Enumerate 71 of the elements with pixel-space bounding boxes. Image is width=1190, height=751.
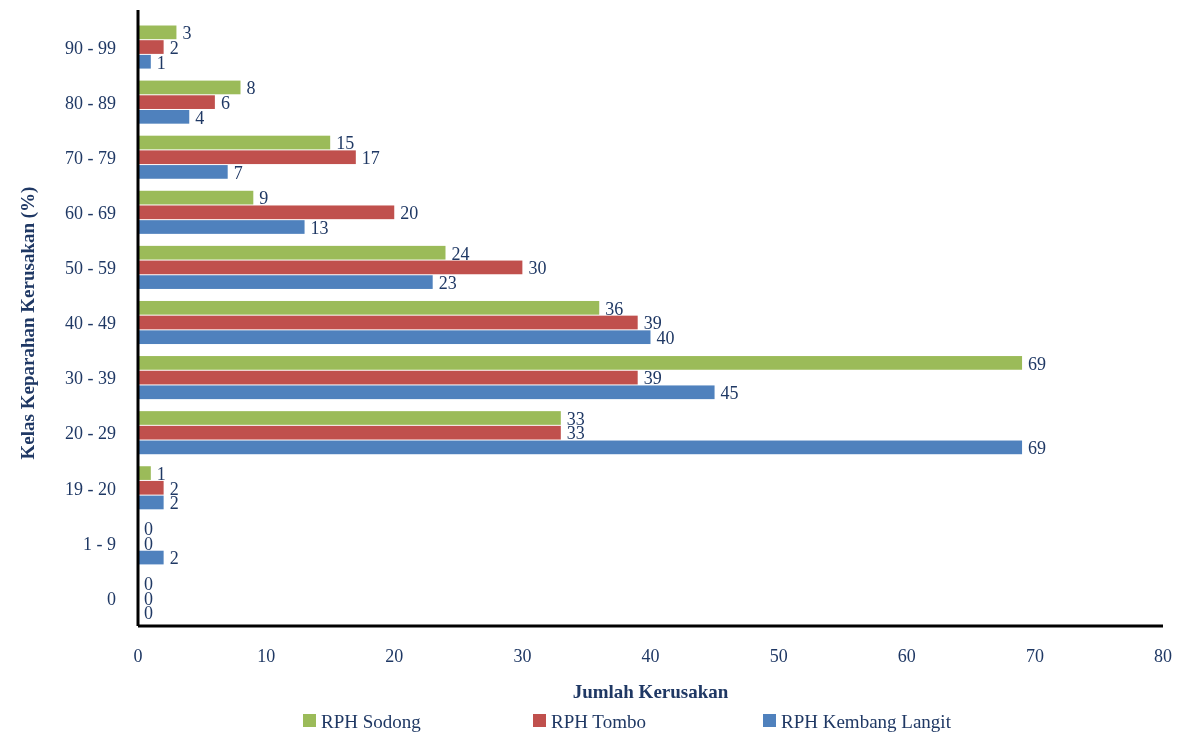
- data-label: 2: [169, 548, 179, 569]
- x-tick-label: 70: [1025, 646, 1044, 666]
- data-label: 7: [233, 162, 243, 183]
- bar: [138, 480, 164, 495]
- bar: [138, 370, 638, 385]
- y-tick-label: 90 - 99: [65, 37, 116, 58]
- legend-label: RPH Sodong: [321, 710, 422, 732]
- data-label: 36: [605, 298, 624, 319]
- x-tick-label: 40: [641, 646, 660, 666]
- data-label: 1: [156, 52, 166, 73]
- bar: [138, 40, 164, 54]
- x-tick-label: 30: [513, 646, 532, 666]
- x-tick-label: 60: [897, 646, 916, 666]
- bar: [138, 385, 715, 400]
- data-label: 15: [336, 133, 355, 154]
- y-tick-label: 40 - 49: [65, 313, 116, 334]
- data-label: 8: [246, 78, 256, 99]
- x-tick-label: 50: [769, 646, 788, 666]
- y-tick-label: 70 - 79: [65, 148, 116, 169]
- bar: [138, 330, 651, 345]
- data-label: 9: [259, 188, 269, 209]
- data-label: 6: [220, 92, 230, 113]
- bar: [138, 440, 1023, 455]
- legend-label: RPH Tombo: [551, 710, 646, 732]
- data-label: 45: [720, 383, 739, 404]
- y-tick-label: 60 - 69: [65, 203, 116, 224]
- data-label: 3: [182, 23, 192, 44]
- bar: [138, 425, 561, 440]
- data-label: 20: [400, 203, 419, 224]
- x-axis-title: Jumlah Kerusakan: [572, 681, 729, 702]
- bar: [138, 165, 228, 179]
- data-label: 69: [1028, 353, 1047, 374]
- data-label: 17: [361, 148, 380, 169]
- data-label: 1: [156, 463, 166, 484]
- bar: [138, 275, 433, 289]
- data-label: 30: [528, 258, 547, 279]
- data-label: 13: [310, 217, 329, 238]
- bar: [138, 205, 395, 220]
- bar: [138, 356, 1023, 370]
- data-label: 39: [643, 368, 662, 389]
- y-tick-label: 50 - 59: [65, 258, 116, 279]
- y-tick-label: 20 - 29: [65, 423, 116, 444]
- y-tick-label: 1 - 9: [83, 533, 116, 554]
- bar: [138, 220, 305, 234]
- y-tick-label: 0: [107, 588, 116, 609]
- data-label: 24: [451, 243, 470, 264]
- bar: [138, 411, 561, 425]
- bar: [138, 109, 190, 124]
- y-axis-title: Kelas Keparahan Kerusakan (%): [17, 186, 39, 460]
- x-tick-label: 10: [257, 646, 276, 666]
- x-tick-label: 80: [1154, 646, 1172, 666]
- bar: [138, 150, 356, 165]
- x-tick-label: 0: [133, 646, 143, 666]
- bar: [138, 80, 241, 95]
- legend-label: RPH Kembang Langit: [781, 710, 952, 732]
- bar: [138, 95, 215, 109]
- data-label: 2: [169, 37, 179, 58]
- bar: [138, 300, 600, 315]
- data-label: 69: [1028, 438, 1047, 459]
- data-label: 4: [195, 107, 205, 128]
- x-tick-label: 20: [385, 646, 404, 666]
- y-tick-label: 80 - 89: [65, 92, 116, 113]
- data-label: 23: [438, 272, 457, 293]
- bar: [138, 245, 446, 260]
- bar: [138, 190, 254, 205]
- bar: [138, 315, 638, 330]
- y-tick-label: 19 - 20: [65, 478, 116, 499]
- bar: [138, 135, 331, 150]
- data-label: 39: [643, 313, 662, 334]
- bar: [138, 260, 523, 275]
- y-tick-label: 30 - 39: [65, 368, 116, 389]
